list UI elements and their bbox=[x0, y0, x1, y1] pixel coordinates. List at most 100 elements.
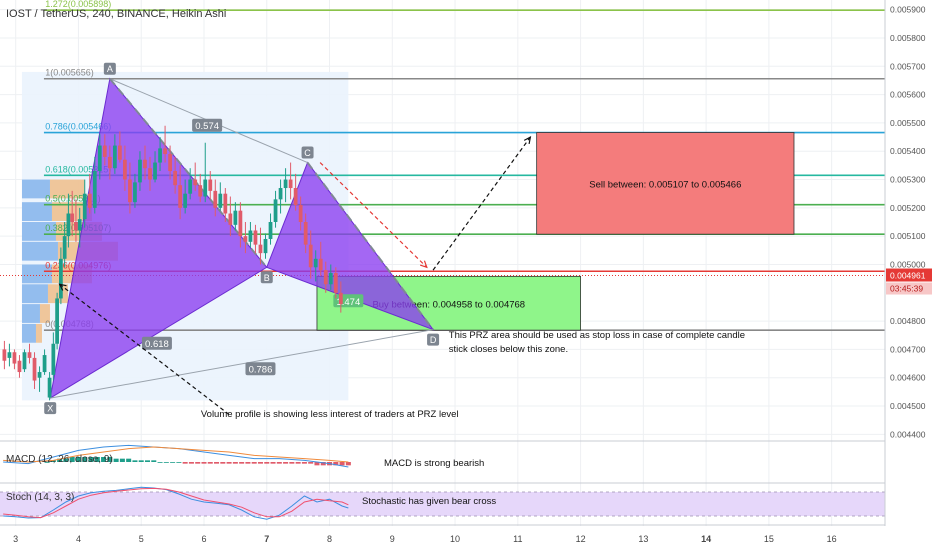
pattern-ratio-label: 1.474 bbox=[336, 297, 360, 308]
annotation-text: stick closes below this zone. bbox=[449, 344, 568, 355]
price-tick-label: 0.005200 bbox=[890, 203, 926, 213]
macd-histogram-bar bbox=[163, 462, 169, 463]
candles bbox=[2, 125, 343, 401]
macd-histogram-bar bbox=[94, 457, 100, 462]
macd-histogram-bar bbox=[239, 462, 245, 464]
candle-body bbox=[308, 244, 313, 268]
time-tick-label: 7 bbox=[264, 534, 269, 544]
arrow-down-to-prz bbox=[319, 162, 428, 268]
candle-body bbox=[268, 222, 273, 239]
macd-histogram-bar bbox=[207, 462, 213, 464]
time-tick-label: 12 bbox=[576, 534, 586, 544]
pattern-point-label: C bbox=[304, 148, 311, 158]
stoch-band bbox=[0, 492, 885, 516]
candle-body bbox=[7, 352, 12, 358]
macd-histogram-bar bbox=[251, 462, 257, 464]
price-tick-label: 0.005900 bbox=[890, 5, 926, 15]
macd-histogram-bar bbox=[308, 462, 314, 464]
macd-signal-line bbox=[3, 446, 349, 463]
arrow-up-to-target-head bbox=[523, 135, 532, 145]
macd-histogram-bar bbox=[226, 462, 232, 464]
stoch-k-line bbox=[3, 486, 349, 520]
macd-histogram-bar bbox=[63, 458, 69, 462]
price-tick-label: 0.005100 bbox=[890, 231, 926, 241]
projection-arrows bbox=[58, 135, 532, 415]
volume-profile-bar bbox=[49, 179, 85, 199]
macd-histogram-bar bbox=[314, 462, 320, 466]
time-tick-label: 5 bbox=[139, 534, 144, 544]
candle-body bbox=[51, 343, 56, 375]
time-tick-label: 8 bbox=[327, 534, 332, 544]
candle-body bbox=[248, 230, 253, 242]
macd-histogram-bar bbox=[119, 458, 125, 462]
volume-profile-bar bbox=[21, 284, 48, 304]
candle-body bbox=[288, 179, 293, 189]
macd-histogram-bar bbox=[138, 460, 144, 462]
time-tick-label: 6 bbox=[201, 534, 206, 544]
price-tick-label: 0.005800 bbox=[890, 33, 926, 43]
pattern-point-badge bbox=[260, 271, 273, 284]
macd-histogram-bar bbox=[44, 462, 50, 463]
macd-histogram-bar bbox=[289, 462, 295, 464]
candle-body bbox=[128, 179, 132, 203]
time-tick-label: 4 bbox=[76, 534, 81, 544]
pattern-point-badge bbox=[44, 402, 57, 415]
macd-histogram-bar bbox=[220, 462, 226, 464]
candle-body bbox=[17, 360, 22, 373]
macd-histogram-bar bbox=[151, 460, 157, 462]
candle-body bbox=[238, 210, 243, 237]
macd-histogram-bar bbox=[245, 462, 251, 464]
candle-body bbox=[97, 145, 102, 172]
pattern-ratio-label: 0.618 bbox=[145, 339, 169, 350]
time-axis: 3 4 5 6 7 8 9 10 11 12 13 14 15 16 bbox=[0, 526, 932, 550]
macd-histogram-bar bbox=[113, 458, 119, 462]
volume-profile-bar bbox=[21, 304, 40, 323]
price-tick-label: 0.005000 bbox=[890, 259, 926, 269]
macd-histogram-bar bbox=[69, 457, 75, 462]
volume-profile-bar bbox=[21, 202, 52, 221]
candle-body bbox=[318, 258, 323, 271]
candle-body bbox=[112, 145, 117, 169]
candle-body bbox=[22, 352, 27, 370]
candle-body bbox=[102, 145, 107, 157]
macd-histogram-bar bbox=[132, 460, 138, 462]
candle-body bbox=[74, 222, 78, 231]
candle-body bbox=[228, 213, 233, 225]
stochastic-pane: Stoch (14, 3, 3) Stochastic has given bea… bbox=[0, 486, 914, 520]
fib-level-label: 0.786(0.005466) bbox=[45, 122, 111, 132]
macd-histogram-bar bbox=[176, 462, 182, 463]
macd-histogram-bar bbox=[257, 462, 263, 464]
time-tick-label: 13 bbox=[638, 534, 648, 544]
price-tick-label: 0.005400 bbox=[890, 146, 926, 156]
pattern-ratio-badge bbox=[192, 118, 223, 132]
macd-histogram-bar bbox=[301, 462, 307, 464]
candle-body bbox=[218, 193, 223, 208]
pattern-point-label: B bbox=[264, 273, 270, 283]
macd-histogram-bar bbox=[232, 462, 238, 464]
candle-body bbox=[27, 352, 32, 358]
price-tick-label: 0.004600 bbox=[890, 373, 926, 383]
price-tick-label: 0.005500 bbox=[890, 118, 926, 128]
current-price-label: 0.004961 bbox=[890, 271, 926, 281]
candle-body bbox=[188, 179, 193, 194]
macd-histogram-bar bbox=[295, 462, 301, 464]
price-tick-label: 0.004800 bbox=[890, 316, 926, 326]
price-tick-label: 0.004700 bbox=[890, 344, 926, 354]
candle-body bbox=[258, 244, 263, 254]
macd-histogram-bar bbox=[339, 462, 345, 466]
fib-level-label: 0.5(0.005211) bbox=[45, 194, 100, 204]
volume-profile-bar bbox=[21, 264, 52, 284]
macd-pane: MACD (12, 26, close, 9) MACD is strong be… bbox=[3, 444, 926, 469]
fib-level-label: 1.272(0.005898) bbox=[45, 0, 111, 9]
candle-body bbox=[77, 219, 82, 231]
macd-histogram-bar bbox=[50, 460, 56, 462]
candle-body bbox=[62, 236, 67, 259]
volume-profile-bar bbox=[47, 284, 68, 304]
price-axis: 0.005900 0.005800 0.005700 0.005600 0.005500… bbox=[884, 0, 932, 550]
candle-body bbox=[298, 205, 303, 222]
candle-body bbox=[338, 292, 343, 305]
candle-body bbox=[233, 210, 238, 225]
macd-histogram-bar bbox=[264, 462, 270, 464]
